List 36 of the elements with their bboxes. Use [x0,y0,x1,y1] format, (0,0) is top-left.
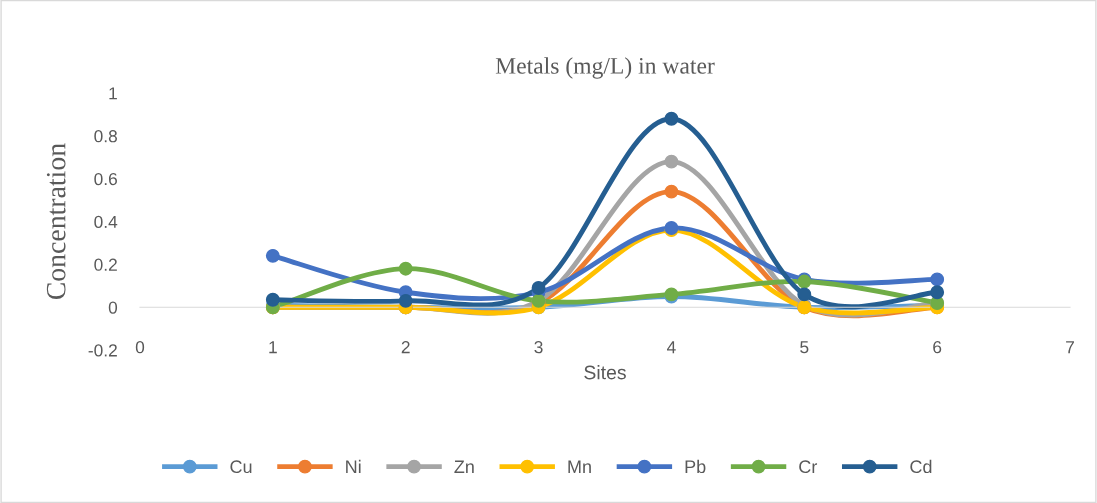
x-tick-label: 2 [401,341,410,354]
legend-label: Mn [568,460,591,473]
y-tick-label: 0.6 [94,172,117,186]
x-tick-label: 1 [269,341,277,354]
legend-label: Cd [910,459,932,474]
x-tick-label: 3 [534,341,543,354]
point [664,154,679,169]
point [930,272,945,287]
x-tick-label: 4 [667,341,676,354]
legend-label: Ni [346,459,361,473]
y-tick-label: 0.2 [94,258,117,271]
x-axis-title: Sites [584,365,626,380]
y-tick-label: 0.8 [94,130,117,143]
y-tick-label: 0.4 [94,215,118,229]
point [265,248,280,263]
point [797,287,812,302]
y-tick-label: -0.2 [88,344,117,357]
legend-label: Cr [799,460,818,474]
y-tick-label: 0 [108,301,118,314]
point [398,261,413,276]
legend-label: Pb [685,459,706,474]
x-tick-label: 5 [800,341,809,354]
legend-label: Cu [230,460,252,474]
y-tick-label: 1 [109,87,117,100]
point [398,293,413,308]
point [531,281,546,295]
chart-title: Metals (mg/L) in water [495,57,715,79]
x-tick-label: 7 [1066,341,1074,354]
legend-label: Zn [454,460,474,473]
x-tick-label: 0 [135,341,145,354]
y-axis-title: Concentration [46,143,66,300]
point [664,111,679,126]
point [664,184,679,199]
x-tick-label: 6 [933,341,942,354]
point [930,285,945,300]
point [265,292,280,307]
